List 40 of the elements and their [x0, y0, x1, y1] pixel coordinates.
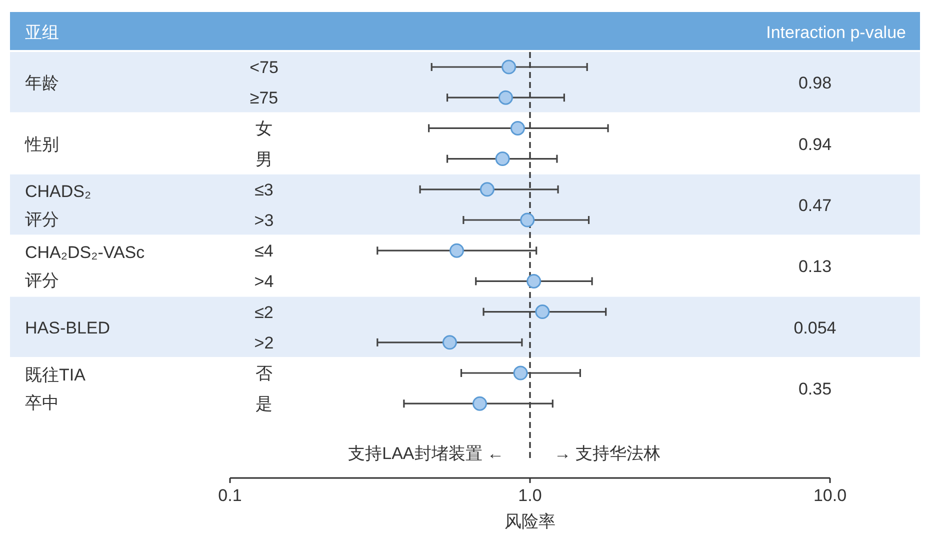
text: CHA₂DS₂-VASc 评分	[25, 243, 146, 290]
x-tick-label: 10.0	[813, 486, 847, 505]
y-tick-label: 否	[256, 364, 272, 383]
text: 性别	[24, 134, 59, 154]
y-tick-label: ≤2	[254, 302, 274, 322]
annotation: 0.35	[798, 380, 832, 399]
annotation: 0.94	[798, 134, 832, 154]
point	[510, 120, 525, 136]
text: 亚组	[25, 23, 59, 42]
x-tick-label: 1.0	[518, 486, 542, 505]
point	[502, 60, 516, 74]
text: 既往TIA 卒中	[25, 366, 86, 413]
text: CHADS₂ 评分	[25, 182, 92, 229]
point	[520, 212, 535, 228]
y-tick-label: >3	[254, 211, 274, 230]
y-tick-label: ≤3	[254, 180, 274, 200]
point	[495, 152, 510, 166]
point	[480, 182, 494, 197]
point	[472, 396, 488, 411]
y-tick-label: >2	[254, 333, 274, 352]
y-tick-label: 男	[256, 150, 272, 169]
x-tick-label: 0.1	[218, 486, 242, 505]
text: 支持LAA封堵装置 ←	[348, 444, 504, 463]
text: HAS-BLED	[25, 318, 110, 338]
point	[513, 366, 528, 380]
annotation: 0.13	[798, 257, 832, 276]
text: Interaction p-value	[766, 23, 906, 42]
y-tick-label: ≥75	[250, 88, 278, 108]
y-tick-label: ≤4	[254, 242, 274, 261]
annotation: 0.054	[794, 318, 836, 338]
y-tick-label: <75	[250, 58, 278, 77]
annotation: 0.47	[798, 196, 832, 215]
text: 年龄	[25, 74, 59, 93]
x-axis-title: 风险率	[504, 512, 556, 531]
text: → 支持华法林	[554, 444, 661, 463]
y-tick-label: 是	[256, 394, 272, 414]
y-tick-label: >4	[254, 272, 274, 292]
y-tick-label: 女	[256, 119, 272, 138]
point	[498, 90, 513, 105]
annotation: 0.98	[798, 74, 832, 93]
